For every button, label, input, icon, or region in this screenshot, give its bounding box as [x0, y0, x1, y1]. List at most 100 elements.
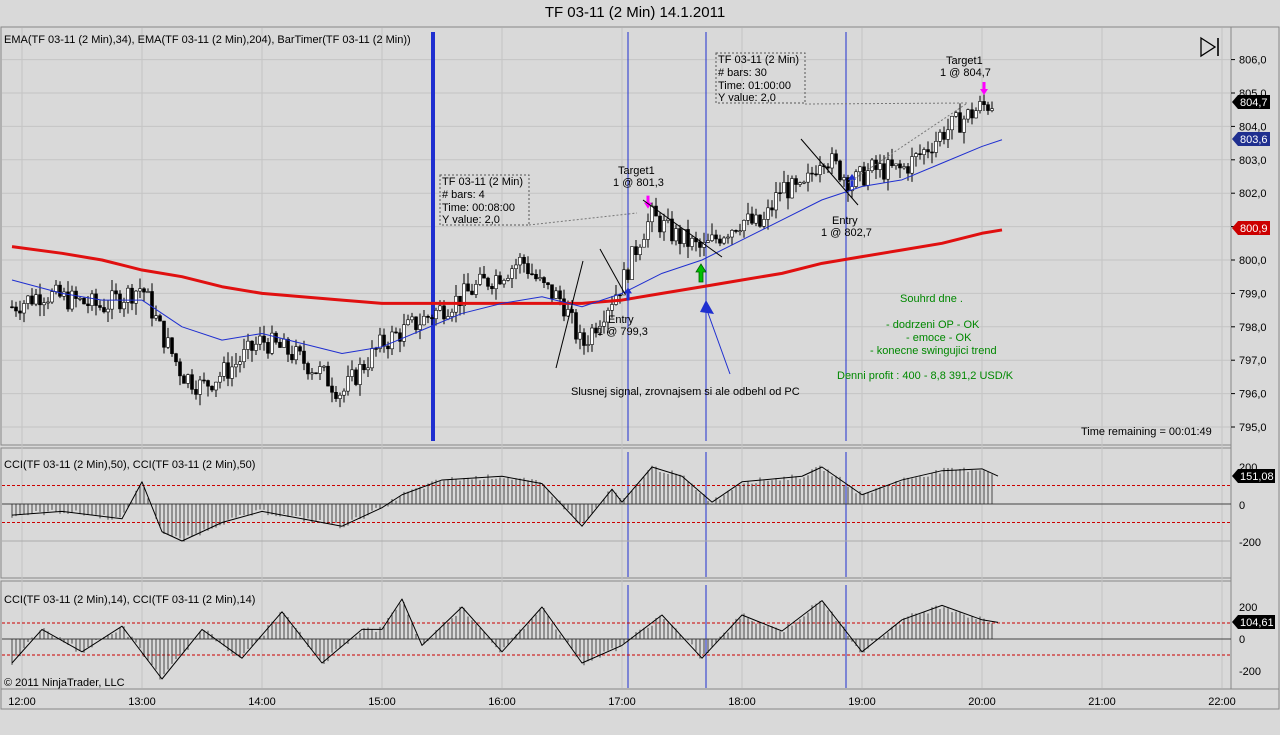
price-tick-label: 800,0	[1239, 255, 1267, 267]
summary-line2: - emoce - OK	[906, 332, 972, 344]
candle-body	[714, 234, 718, 240]
candle-body	[550, 284, 554, 299]
candle-body	[746, 213, 750, 221]
ema204-line	[11, 228, 1003, 305]
candle-body	[442, 305, 446, 320]
time-tick-label: 17:00	[608, 696, 636, 708]
entry-a-value: 1 @ 799,3	[597, 326, 648, 338]
measure-box-1[interactable]: TF 03-11 (2 Min) # bars: 4 Time: 00:08:0…	[439, 174, 638, 226]
candle-body	[490, 286, 494, 290]
candle-body	[758, 214, 762, 227]
candle-body	[370, 348, 374, 369]
candle-body	[806, 172, 810, 183]
candle-body	[154, 315, 158, 319]
candle-body	[942, 131, 946, 140]
candle-body	[10, 306, 14, 309]
candle-body	[838, 160, 842, 181]
daily-summary: Souhrd dne . - dodrzeni OP - OK - emoce …	[837, 293, 1014, 382]
candle-body	[246, 340, 250, 350]
comment-arrow[interactable]	[700, 300, 731, 375]
ema34-line	[11, 139, 1003, 355]
candle-body	[262, 335, 266, 343]
price-grid	[2, 28, 1231, 688]
candle-body	[158, 315, 162, 322]
candle-body	[270, 332, 274, 354]
measure-box-2[interactable]: TF 03-11 (2 Min) # bars: 30 Time: 01:00:…	[715, 52, 969, 105]
last-price-badge: 804,7	[1232, 95, 1270, 109]
candle-body	[322, 365, 326, 368]
candle-body	[338, 394, 342, 399]
candle-body	[578, 332, 582, 340]
time-remaining: Time remaining = 00:01:49	[1081, 426, 1212, 438]
candle-body	[30, 295, 34, 305]
candle-body	[554, 290, 558, 299]
candle-body	[826, 166, 830, 169]
candle-body	[14, 306, 18, 312]
candle-body	[682, 229, 686, 244]
candle-body	[726, 236, 730, 239]
candle-body	[478, 273, 482, 285]
candle-body	[734, 230, 738, 232]
candle-body	[618, 294, 622, 297]
candle-body	[74, 290, 78, 299]
candle-body	[210, 385, 214, 391]
candle-body	[598, 326, 602, 334]
candle-body	[166, 337, 170, 348]
cci50-tick-200: 200	[1239, 462, 1257, 474]
candle-body	[398, 332, 402, 342]
target1-a-value: 1 @ 801,3	[613, 177, 664, 189]
candle-body	[218, 376, 222, 383]
candle-body	[134, 290, 138, 304]
target1-b-title: Target1	[946, 55, 983, 67]
candle-body	[366, 367, 370, 371]
candle-body	[966, 109, 970, 120]
candle-body	[474, 284, 478, 295]
series-layer	[10, 93, 1003, 680]
candle-body	[774, 192, 778, 211]
candle-body	[534, 273, 538, 280]
ema204-value: 800,9	[1240, 223, 1268, 235]
candle-body	[278, 341, 282, 348]
candle-body	[186, 374, 190, 384]
candle-body	[314, 372, 318, 375]
candle-body	[258, 335, 262, 345]
candle-body	[122, 302, 126, 310]
cci14-value: 104,61	[1240, 617, 1274, 629]
candle-body	[402, 324, 406, 342]
candle-body	[866, 170, 870, 186]
candle-body	[914, 153, 918, 157]
candle-body	[882, 163, 886, 180]
candle-body	[666, 218, 670, 221]
candle-body	[138, 288, 142, 292]
candle-body	[590, 327, 594, 345]
candle-body	[586, 344, 590, 346]
drawn-trendlines[interactable]	[555, 103, 967, 369]
candle-body	[698, 241, 702, 248]
time-tick-label: 14:00	[248, 696, 276, 708]
time-axis-area[interactable]	[0, 688, 1280, 710]
candle-body	[770, 207, 774, 211]
price-indicator-label: EMA(TF 03-11 (2 Min),34), EMA(TF 03-11 (…	[4, 34, 411, 46]
candle-body	[686, 229, 690, 247]
cci50-panel[interactable]	[0, 447, 1232, 579]
candle-body	[610, 304, 614, 311]
time-axis-ticks: 12:00 13:00 14:00 15:00 16:00 17:00 18:00 19:00…	[8, 696, 1236, 708]
candle-body	[522, 257, 526, 264]
candle-body	[410, 316, 414, 321]
candle-body	[334, 391, 338, 399]
candle-body	[634, 246, 638, 256]
last-price-value: 804,7	[1240, 97, 1268, 109]
candle-body	[178, 361, 182, 377]
cci14-line	[11, 598, 999, 680]
cci14-label: CCI(TF 03-11 (2 Min),14), CCI(TF 03-11 (…	[4, 594, 255, 606]
time-tick-label: 19:00	[848, 696, 876, 708]
cci50-value: 151,08	[1240, 471, 1274, 483]
measure-box-1-line3: Time: 00:08:00	[442, 202, 515, 214]
candle-body	[230, 366, 234, 379]
candle-body	[190, 374, 194, 390]
candle-body	[710, 234, 714, 241]
copyright: © 2011 NinjaTrader, LLC	[4, 677, 125, 689]
go-to-last-bar-icon[interactable]	[1198, 36, 1224, 58]
candle-body	[222, 362, 226, 377]
